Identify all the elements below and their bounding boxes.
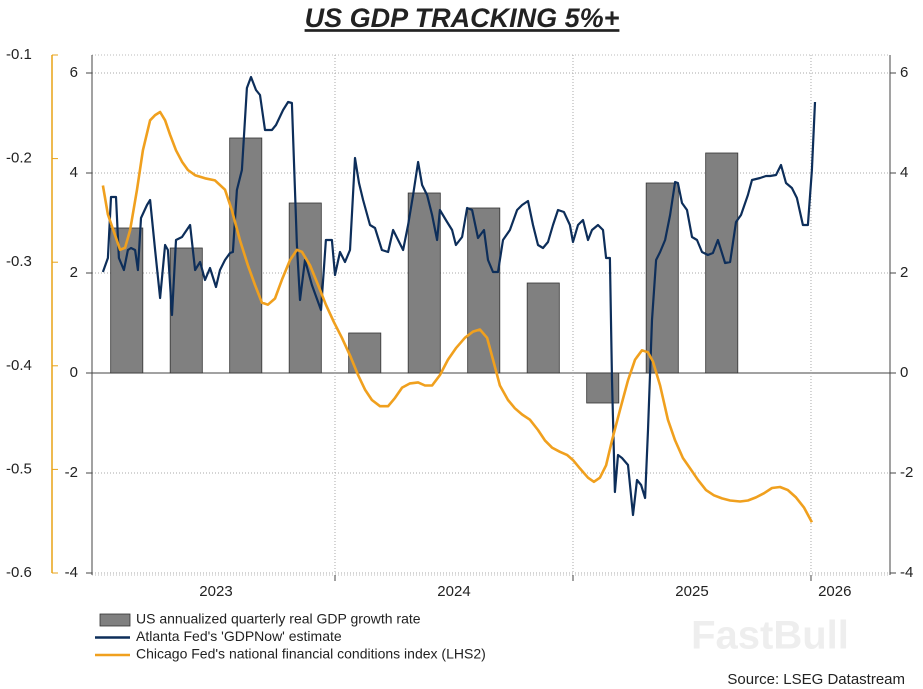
x-tick-label: 2026 — [818, 583, 851, 600]
y2-tick-label: 6 — [900, 64, 908, 81]
y2-tick-label: 4 — [900, 164, 908, 181]
legend-label: Atlanta Fed's 'GDPNow' estimate — [136, 628, 342, 644]
bar — [288, 202, 322, 374]
legend-label: US annualized quarterly real GDP growth … — [136, 611, 421, 627]
y-tick-label: 2 — [70, 264, 78, 281]
x-tick-label: 2025 — [675, 583, 708, 600]
y3-tick-label: -0.1 — [6, 46, 32, 63]
y-tick-label: 4 — [70, 164, 78, 181]
source-note: Source: LSEG Datastream — [727, 671, 905, 688]
line-series — [101, 110, 814, 523]
bar — [705, 152, 739, 374]
y3-tick-label: -0.6 — [6, 564, 32, 581]
y2-tick-label: -2 — [900, 464, 913, 481]
y2-tick-label: 2 — [900, 264, 908, 281]
y-tick-label: -2 — [65, 464, 78, 481]
y-tick-label: -4 — [65, 564, 78, 581]
bar — [526, 282, 560, 374]
x-tick-label: 2023 — [199, 583, 232, 600]
y-tick-label: 6 — [70, 64, 78, 81]
y3-tick-label: -0.5 — [6, 460, 32, 477]
y2-tick-label: 0 — [900, 364, 908, 381]
x-tick-label: 2024 — [437, 583, 470, 600]
legend-label: Chicago Fed's national financial conditi… — [136, 646, 486, 662]
y3-tick-label: -0.3 — [6, 253, 32, 270]
line-series — [101, 75, 817, 517]
chart-title: US GDP TRACKING 5%+ — [305, 3, 620, 33]
y3-tick-label: -0.4 — [6, 357, 32, 374]
bar — [110, 227, 144, 374]
y-tick-label: 0 — [70, 364, 78, 381]
watermark: FastBull — [691, 614, 849, 658]
y3-tick-label: -0.2 — [6, 150, 32, 167]
bar — [586, 372, 620, 404]
y2-tick-label: -4 — [900, 564, 913, 581]
bar — [407, 192, 441, 374]
legend-swatch — [99, 613, 131, 627]
